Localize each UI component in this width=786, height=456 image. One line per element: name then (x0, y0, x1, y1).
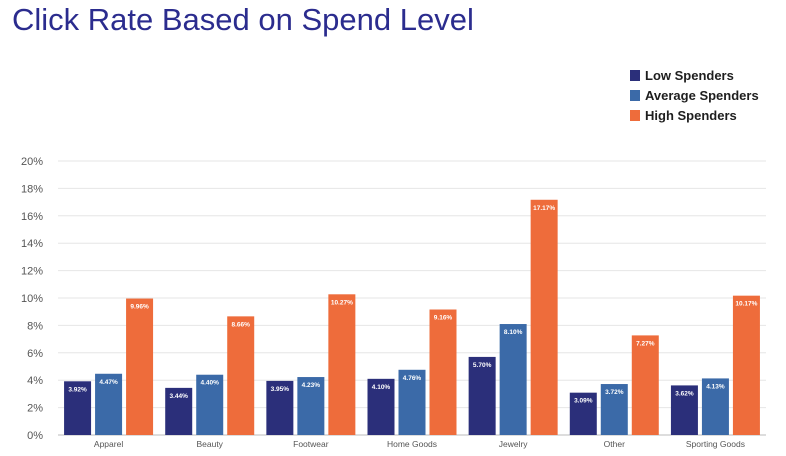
y-tick-label: 4% (27, 375, 43, 387)
legend: Low Spenders Average Spenders High Spender… (630, 68, 759, 123)
data-label: 4.23% (302, 382, 321, 389)
bar (165, 387, 193, 435)
x-tick-label: Footwear (293, 439, 329, 449)
y-tick-label: 18% (21, 183, 43, 195)
bar (95, 373, 123, 435)
bar (227, 316, 255, 435)
bar (499, 324, 527, 435)
y-axis: 0% 2% 4% 6% 8% 10% 12% 14% 16% 18% 20% (21, 156, 43, 442)
y-tick-label: 8% (27, 320, 43, 332)
data-label: 4.47% (99, 379, 118, 386)
legend-swatch (630, 110, 640, 121)
bar (530, 199, 558, 435)
data-label: 9.96% (130, 304, 149, 311)
legend-swatch (630, 70, 640, 81)
bar (569, 392, 597, 435)
bar (600, 384, 628, 435)
data-label: 3.44% (169, 393, 188, 400)
data-label: 3.62% (675, 390, 694, 397)
data-label: 3.95% (271, 386, 290, 393)
data-label: 5.70% (473, 362, 492, 369)
bar (732, 295, 760, 435)
x-tick-label: Home Goods (387, 439, 437, 449)
data-label: 10.17% (735, 301, 757, 308)
data-label: 17.17% (533, 205, 555, 212)
bar (126, 298, 154, 435)
bar (398, 369, 426, 435)
bar (468, 356, 496, 435)
data-label: 3.72% (605, 389, 624, 396)
data-label: 4.76% (403, 375, 422, 382)
bar (328, 294, 356, 435)
bar (297, 377, 325, 435)
data-label: 7.27% (636, 340, 655, 347)
x-tick-label: Sporting Goods (686, 439, 745, 449)
x-tick-label: Apparel (94, 439, 123, 449)
y-tick-label: 12% (21, 266, 43, 278)
bar (429, 309, 457, 435)
legend-entry: Average Spenders (645, 88, 759, 103)
legend-entry: High Spenders (645, 108, 737, 123)
y-tick-label: 6% (27, 348, 43, 360)
data-label: 10.27% (331, 299, 353, 306)
x-tick-label: Other (604, 439, 625, 449)
y-tick-label: 20% (21, 156, 43, 168)
bar (631, 335, 659, 435)
bar (701, 378, 729, 435)
bar (266, 380, 294, 435)
legend-swatch (630, 90, 640, 101)
bars: 3.92% 4.47% 9.96% 3.44% 4.40% 8.66% 3.95% 4.23%… (64, 199, 760, 435)
y-tick-label: 16% (21, 211, 43, 223)
legend-entry: Low Spenders (645, 68, 734, 83)
bar (196, 374, 224, 435)
data-label: 8.10% (504, 329, 523, 336)
data-label: 4.10% (372, 384, 391, 391)
chart-title: Click Rate Based on Spend Level (12, 2, 474, 37)
x-axis: Apparel Beauty Footwear Home Goods Jewelry Ot… (94, 439, 745, 449)
y-tick-label: 2% (27, 403, 43, 415)
data-label: 4.13% (706, 383, 725, 390)
data-label: 9.16% (434, 315, 453, 322)
bar (367, 378, 395, 435)
y-tick-label: 10% (21, 293, 43, 305)
data-label: 4.40% (200, 380, 219, 387)
y-tick-label: 0% (27, 430, 43, 442)
bar (64, 381, 92, 435)
data-label: 8.66% (231, 321, 250, 328)
y-tick-label: 14% (21, 238, 43, 250)
data-label: 3.92% (68, 386, 87, 393)
bar (670, 385, 698, 435)
x-tick-label: Beauty (196, 439, 223, 449)
x-tick-label: Jewelry (499, 439, 529, 449)
data-label: 3.09% (574, 398, 593, 405)
